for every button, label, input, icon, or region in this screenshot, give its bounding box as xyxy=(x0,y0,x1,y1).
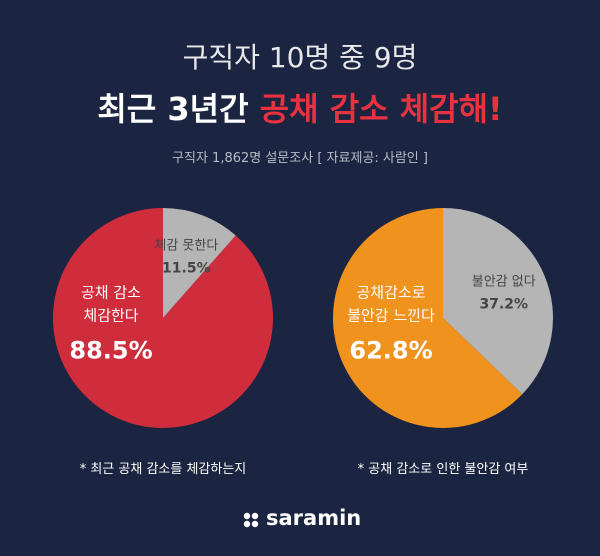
slice-label: 불안감 없다 37.2% xyxy=(472,272,536,312)
category-label: 불안감 없다 xyxy=(471,274,536,290)
value-label: 37.2% xyxy=(479,295,529,312)
brand: saramin xyxy=(266,506,362,530)
brand-icon xyxy=(243,512,259,528)
slice-label: 공채 감소 체감한다 88.5% xyxy=(69,282,152,365)
pie-slice xyxy=(53,208,274,428)
title-red: 공채 감소 체감해! xyxy=(259,90,503,128)
subtitle: 구직자 1,862명 설문조사 [ 자료제공: 사람인 ] xyxy=(172,151,428,166)
category-label: 체감 못한다 xyxy=(154,238,219,254)
slice-label: 공채감소로 불안감 느낀다 62.8% xyxy=(347,282,435,365)
category-label: 공채감소로 불안감 느낀다 xyxy=(347,283,435,325)
title-line1: 구직자 10명 중 9명 xyxy=(182,41,418,74)
value-label: 11.5% xyxy=(162,260,211,276)
value-label: 62.8% xyxy=(349,336,433,365)
slice-label: 체감 못한다 11.5% xyxy=(154,237,218,277)
pie-slice xyxy=(333,208,523,428)
pie-slice xyxy=(163,208,236,318)
chart-note: * 공채 감소로 인한 불안감 여부 xyxy=(357,462,529,477)
pie-slice xyxy=(443,208,553,395)
title-line2: 최근 3년간 공채 감소 체감해! xyxy=(0,84,600,130)
value-label: 88.5% xyxy=(69,336,153,365)
title-white: 최근 3년간 xyxy=(97,90,249,128)
chart-note: * 최근 공채 감소를 체감하는지 xyxy=(79,462,247,477)
category-label: 공채 감소 체감한다 xyxy=(81,283,141,325)
